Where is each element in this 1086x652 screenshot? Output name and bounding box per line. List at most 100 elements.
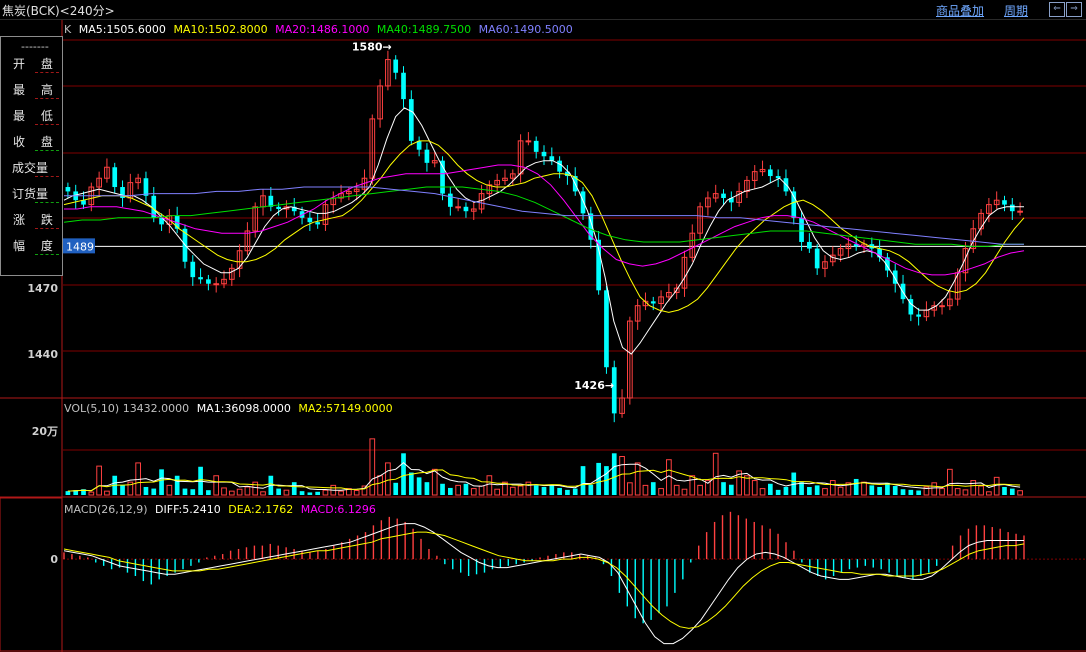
volume-bar-101	[853, 478, 859, 495]
ma-lines	[63, 107, 1025, 355]
volume-bar-14	[174, 475, 180, 495]
window-title: 焦炭(BCK)<240分>	[2, 4, 115, 18]
window-title-bar: 焦炭(BCK)<240分> 商品叠加 周期 ⇐ ⇒	[0, 0, 1086, 20]
nav-left-icon[interactable]: ⇐	[1049, 2, 1065, 17]
volume-bar-99	[837, 486, 844, 496]
candle-body-80	[689, 232, 696, 258]
candle-body-60	[533, 140, 539, 152]
volume-bar-118	[986, 491, 992, 496]
candle-body-22	[236, 250, 243, 269]
macd-zero-tick: 0	[50, 553, 58, 566]
current-price-box	[63, 238, 95, 254]
candle-body-29	[291, 206, 297, 212]
macd-value-legend: MACD:6.1296	[300, 503, 376, 516]
candle-body-101	[853, 244, 859, 247]
volume-bar-49	[448, 487, 453, 495]
volume-bar-93	[791, 472, 797, 495]
volume-bar-79	[681, 488, 688, 496]
candle-body-54	[486, 184, 493, 195]
info-close: 收 盘	[1, 129, 62, 155]
ma5-legend: MA5:1505.6000	[78, 23, 166, 36]
volume-bar-15	[182, 488, 188, 495]
line-ma40	[63, 186, 1024, 247]
info-high: 最 高	[1, 77, 62, 103]
volume-bar-82	[705, 480, 711, 496]
volume-bar-39	[369, 438, 376, 496]
volume-bar-111	[931, 482, 938, 496]
candle-body-28	[283, 206, 290, 210]
volume-bar-112	[939, 488, 945, 496]
macd-left-box	[0, 497, 63, 652]
volume-bar-67	[588, 484, 594, 495]
candle-body-33	[322, 204, 329, 225]
info-change-label: 涨 跌	[13, 213, 59, 227]
volume-bar-53	[478, 485, 485, 496]
chart-area[interactable]: 1470 1440 1489 1580→ 1426→ 20万 0	[0, 20, 1086, 652]
volume-bar-119	[993, 476, 1000, 496]
volume-bar-13	[166, 484, 173, 496]
volume-bar-57	[509, 486, 516, 496]
volume-bar-38	[361, 485, 368, 496]
candle-body-0	[65, 187, 71, 192]
candle-body-32	[315, 222, 320, 225]
volume-bar-36	[346, 488, 352, 496]
volume-bar-115	[962, 489, 969, 496]
volume-bar-50	[455, 484, 461, 496]
volume-bar-24	[252, 481, 259, 496]
volume-bar-1	[73, 490, 79, 495]
volume-bar-109	[916, 490, 921, 495]
volume-bar-71	[619, 456, 625, 496]
volume-bar-16	[190, 489, 196, 495]
candle-body-119	[993, 199, 1000, 206]
candle-body-91	[775, 176, 781, 179]
candle-body-87	[744, 179, 750, 192]
candle-body-20	[221, 278, 227, 285]
candle-body-106	[892, 270, 898, 284]
volume-bar-22	[236, 488, 243, 496]
candle-body-21	[228, 267, 235, 280]
ma10-legend: MA10:1502.8000	[173, 23, 268, 36]
volume-bar-2	[81, 489, 86, 495]
line-ma10	[63, 140, 1025, 313]
macd-legend: MACD(26,12,9) DIFF:5.2410 DEA:2.1762 MAC…	[64, 503, 380, 516]
volume-bar-120	[1002, 486, 1007, 495]
volume-bar-60	[533, 485, 539, 495]
high-annotation: 1580→	[352, 40, 392, 53]
candle-body-82	[705, 197, 711, 208]
period-link[interactable]: 周期	[1004, 4, 1029, 18]
volume-bar-81	[697, 484, 703, 496]
candle-body-116	[970, 228, 977, 250]
candle-body-57	[509, 173, 516, 179]
volume-bar-0	[65, 491, 71, 495]
volume-bar-113	[947, 468, 953, 496]
candle-body-94	[799, 217, 804, 242]
candle-body-63	[557, 160, 562, 172]
candle-body-66	[580, 191, 586, 214]
candle-body-88	[751, 171, 758, 181]
commodity-overlay-link[interactable]: 商品叠加	[936, 4, 985, 18]
nav-right-icon[interactable]: ⇒	[1066, 2, 1082, 17]
volume-bar-20	[221, 487, 227, 496]
info-high-label: 最 高	[13, 83, 59, 97]
candle-body-19	[213, 283, 220, 286]
candle-body-108	[908, 299, 914, 315]
candle-body-11	[151, 195, 157, 218]
volume-bar-73	[634, 462, 641, 496]
volume-bar-32	[315, 491, 320, 495]
volume-bar-29	[291, 482, 297, 495]
volume-bar-95	[807, 486, 812, 495]
info-close-label: 收 盘	[13, 135, 59, 149]
candle-body-10	[143, 178, 149, 196]
vol-ma2-line	[67, 469, 1021, 492]
candle-body-6	[112, 167, 118, 188]
candle-body-113	[947, 298, 953, 307]
candle-body-112	[939, 305, 945, 308]
volume-bar-92	[783, 486, 789, 495]
volume-bar-4	[96, 465, 102, 496]
vol-legend: VOL(5,10) 13432.0000	[64, 402, 190, 415]
candle-body-55	[494, 179, 501, 186]
candle-body-85	[728, 198, 734, 203]
candle-body-69	[604, 290, 609, 368]
volume-bar-88	[751, 480, 758, 496]
price-tick-0: 1470	[27, 282, 58, 295]
